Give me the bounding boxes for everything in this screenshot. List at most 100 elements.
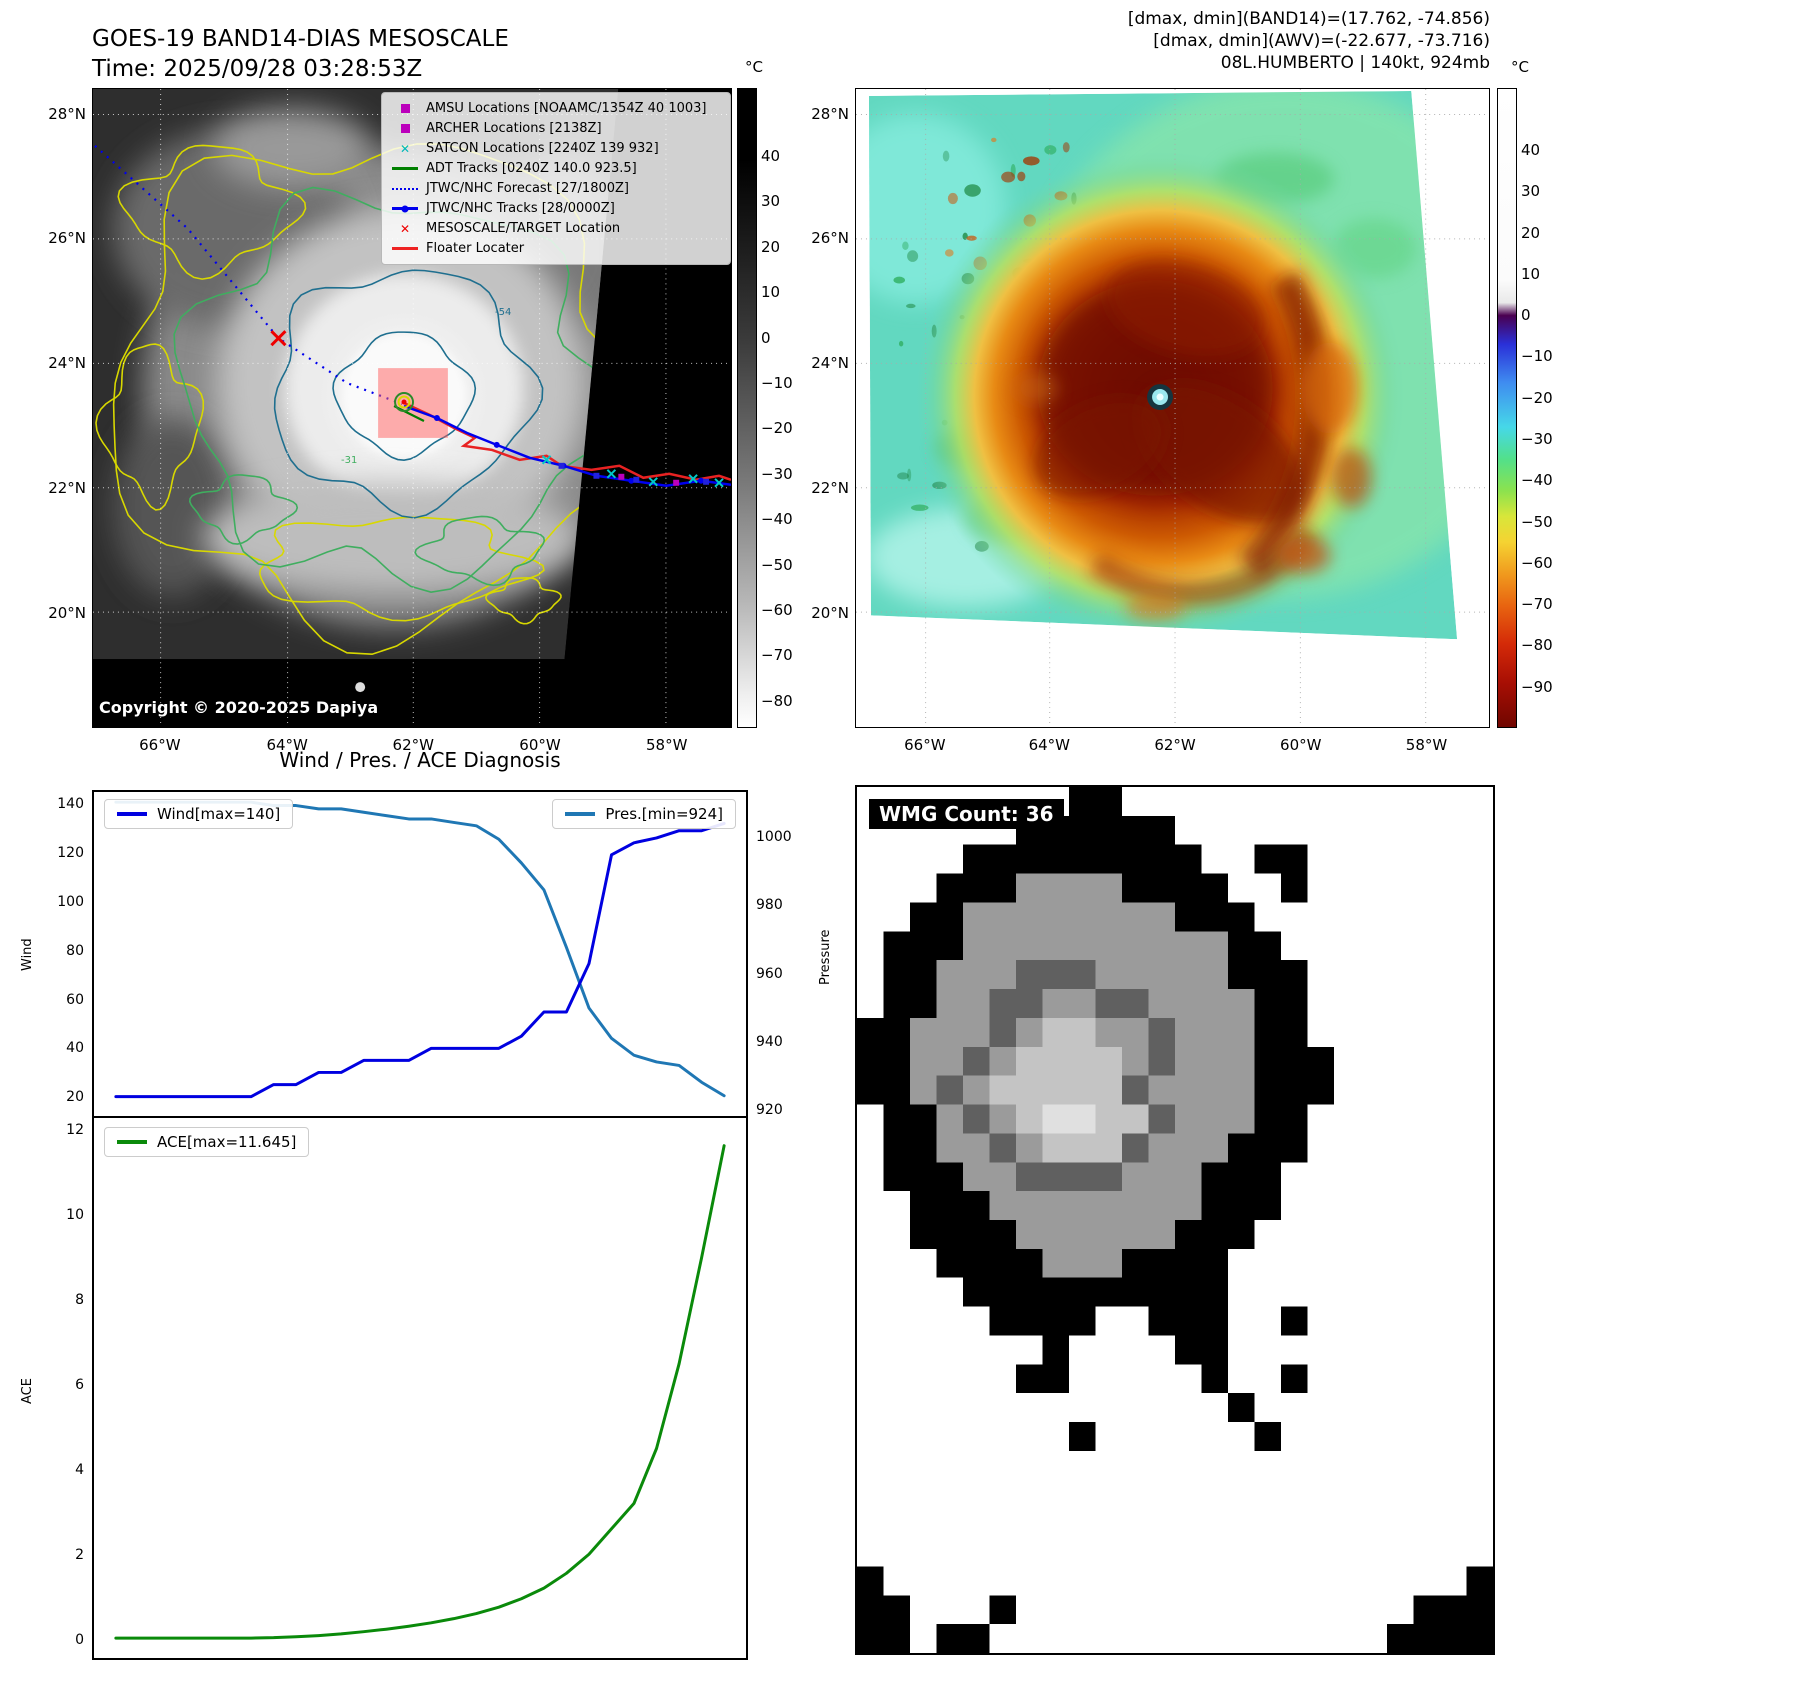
pressure-legend-label: Pres.[min=924] [605,805,723,823]
goes-colorbar-tick: −80 [761,691,793,710]
ace-line-sample [117,1140,147,1144]
square-marker-icon [390,104,420,113]
pressure-axis-label: Pressure [818,929,833,985]
goes-colorbar-tick: 30 [761,192,781,211]
goes-colorbar-tick: −10 [761,374,793,393]
awv-colorbar-tick: 0 [1521,306,1531,325]
awv-colorbar-tick: −40 [1521,471,1553,490]
ace-tick-label: 10 [66,1206,84,1223]
awv-dmax-awv: [dmax, dmin](AWV)=(-22.677, -73.716) [1153,31,1490,51]
legend-item: ARCHER Locations [2138Z] [390,119,722,138]
goes-colorbar-tick: −20 [761,419,793,438]
awv-colorbar [1497,88,1517,728]
awv-lat-tick: 26°N [811,229,849,248]
line-marker-marker-icon [390,205,420,212]
goes-satellite-map: AMSU Locations [NOAAMC/1354Z 40 1003] ARC… [92,88,732,728]
goes-colorbar-tick: 0 [761,328,771,347]
awv-color-field [868,90,1458,640]
pressure-tick-label: 960 [756,965,783,982]
wind-tick-label: 40 [66,1040,84,1057]
wind-legend: Wind[max=140] [104,799,294,829]
ace-tick-label: 2 [75,1546,84,1563]
goes-colorbar-tick: −60 [761,600,793,619]
copyright-text: Copyright © 2020-2025 Dapiya [99,698,379,717]
wind-tick-label: 100 [57,893,84,910]
ace-tick-label: 4 [75,1461,84,1478]
legend-item-label: AMSU Locations [NOAAMC/1354Z 40 1003] [426,101,707,116]
fix-markers [541,455,724,488]
awv-lon-tick: 64°W [1028,736,1070,754]
awv-colorbar-tick: −80 [1521,636,1553,655]
contour-label: -31 [341,455,358,466]
wind-axis-label: Wind [20,938,35,971]
goes-lat-tick: 24°N [48,354,86,373]
awv-gridlines [856,89,1489,727]
awv-satellite-map [855,88,1490,728]
wmg-panel: WMG Count: 36 [855,785,1495,1655]
goes-lon-tick: 58°W [646,736,688,754]
awv-header-block: [dmax, dmin](BAND14)=(17.762, -74.856) [… [900,8,1490,74]
goes-colorbar-tick: −70 [761,646,793,665]
legend-item-label: JTWC/NHC Forecast [27/1800Z] [426,181,629,196]
awv-colorbar-tick: −10 [1521,347,1553,366]
awv-colorbar-tick: 30 [1521,182,1541,201]
wind-tick-label: 80 [66,942,84,959]
wind-tick-label: 20 [66,1089,84,1106]
legend-item-label: JTWC/NHC Tracks [28/0000Z] [426,201,615,216]
legend-item: JTWC/NHC Tracks [28/0000Z] [390,199,722,218]
goes-colorbar-unit: °C [745,58,763,76]
pressure-tick-label: 940 [756,1033,783,1050]
awv-lon-tick: 58°W [1405,736,1448,754]
awv-colorbar-tick: 20 [1521,223,1541,242]
legend-item: JTWC/NHC Forecast [27/1800Z] [390,179,722,198]
goes-colorbar-tick: −50 [761,555,793,574]
wind-tick-label: 120 [57,844,84,861]
wind-line-sample [117,812,147,816]
goes-lat-tick: 28°N [48,104,86,123]
awv-colorbar-tick: −30 [1521,429,1553,448]
goes-lat-tick: 26°N [48,229,86,248]
ace-tick-label: 12 [66,1121,84,1138]
ace-tick-label: 8 [75,1291,84,1308]
awv-satellite-image [856,89,1489,727]
dotted-line-marker-icon [390,187,420,190]
goes-colorbar-tick: 10 [761,283,781,302]
goes-lon-tick: 66°W [139,736,181,754]
legend-item: ✕ MESOSCALE/TARGET Location [390,219,722,238]
awv-dmax-band14: [dmax, dmin](BAND14)=(17.762, -74.856) [1127,9,1490,29]
goes-legend: AMSU Locations [NOAAMC/1354Z 40 1003] ARC… [381,92,731,265]
line-marker-icon [390,247,420,250]
legend-item-label: ARCHER Locations [2138Z] [426,121,602,136]
wmg-count-badge: WMG Count: 36 [869,799,1064,829]
x-marker-icon: ✕ [399,141,411,156]
ace-tick-label: 6 [75,1376,84,1393]
awv-colorbar-tick: −50 [1521,512,1553,531]
legend-item: ✕ SATCON Locations [2240Z 139 932] [390,139,722,158]
goes-panel-time: Time: 2025/09/28 03:28:53Z [92,56,423,82]
goes-lon-tick: 64°W [266,736,308,754]
awv-lat-tick: 22°N [811,479,849,497]
pressure-legend: Pres.[min=924] [552,799,736,829]
legend-item: ADT Tracks [0240Z 140.0 923.5] [390,159,722,178]
awv-colorbar-unit: °C [1511,58,1529,76]
awv-colorbar-tick: −70 [1521,595,1553,614]
awv-lat-tick: 24°N [811,354,849,373]
contour-label: -54 [495,307,512,318]
goes-lat-tick: 20°N [48,603,86,622]
goes-lon-tick: 62°W [392,736,434,754]
goes-colorbar-tick: −30 [761,464,793,483]
awv-colorbar-tick: −90 [1521,677,1553,696]
legend-item: Floater Locater [390,239,722,258]
ace-legend: ACE[max=11.645] [104,1127,310,1157]
goes-tracks [94,145,731,488]
awv-colorbar-tick: 10 [1521,264,1541,283]
ace-axis-label: ACE [20,1378,35,1404]
diagnosis-title: Wind / Pres. / ACE Diagnosis [279,748,561,772]
goes-colorbar-tick: 20 [761,237,781,256]
wind-tick-label: 60 [66,991,84,1008]
wind-legend-label: Wind[max=140] [157,805,281,823]
awv-lat-tick: 20°N [811,603,849,622]
awv-colorbar-tick: −60 [1521,553,1553,572]
target-x-icon [270,330,287,347]
